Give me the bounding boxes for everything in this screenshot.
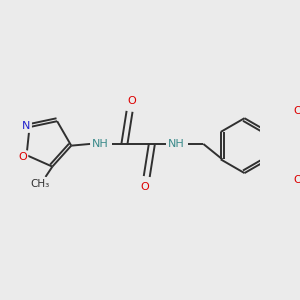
Text: NH: NH [92,139,109,149]
Text: O: O [18,152,27,162]
Text: O: O [141,182,149,192]
Text: O: O [293,106,300,116]
Text: O: O [293,175,300,185]
Text: NH: NH [168,139,185,149]
Text: O: O [127,96,136,106]
Text: CH₃: CH₃ [31,179,50,189]
Text: N: N [22,121,30,131]
